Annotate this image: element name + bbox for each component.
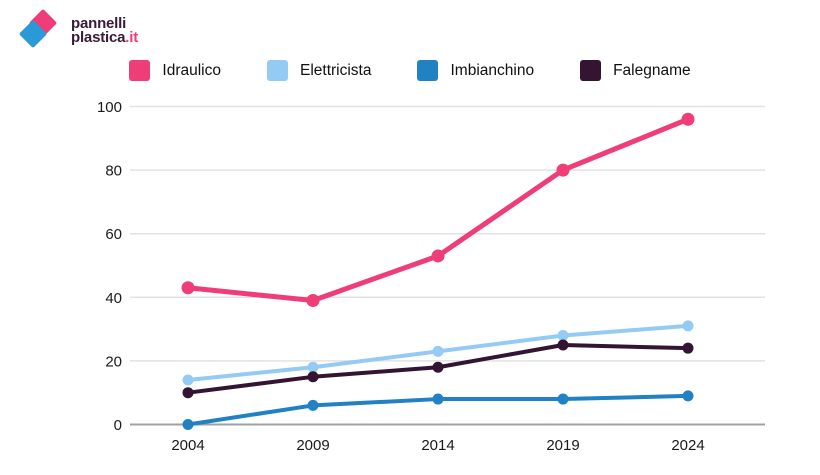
y-tick-label-60: 60: [105, 226, 122, 243]
logo-text: pannelli plastica.it: [71, 14, 138, 46]
legend-item-imbianchino[interactable]: Imbianchino: [417, 60, 534, 81]
data-point-idraulico-2019[interactable]: [556, 163, 570, 177]
data-point-imbianchino-2009[interactable]: [307, 399, 319, 411]
legend-swatch-elettricista: [266, 60, 288, 81]
data-point-imbianchino-2024[interactable]: [682, 390, 694, 402]
x-tick-label-2019: 2019: [546, 437, 579, 454]
chart-legend: Idraulico Elettricista Imbianchino Falegnam…: [0, 60, 820, 81]
x-tick-label-2004: 2004: [171, 437, 204, 454]
data-point-elettricista-2024[interactable]: [682, 320, 694, 332]
y-tick-label-40: 40: [105, 290, 122, 307]
y-tick-label-0: 0: [114, 417, 122, 434]
data-point-imbianchino-2014[interactable]: [432, 393, 444, 405]
chart-canvas: 0 20 40 60 80 100 2004 2009 2014 2019 2024: [97, 99, 765, 454]
site-logo[interactable]: pannelli plastica.it: [18, 8, 138, 54]
y-tick-label-100: 100: [97, 99, 122, 116]
data-point-falegname-2019[interactable]: [557, 339, 569, 351]
legend-swatch-idraulico: [129, 60, 151, 81]
data-point-falegname-2009[interactable]: [307, 371, 319, 383]
data-point-falegname-2024[interactable]: [682, 342, 694, 354]
y-tick-label-20: 20: [105, 353, 122, 370]
legend-label-imbianchino: Imbianchino: [450, 61, 535, 79]
data-point-idraulico-2009[interactable]: [306, 293, 320, 307]
data-point-imbianchino-2019[interactable]: [557, 393, 569, 405]
data-point-idraulico-2024[interactable]: [681, 112, 695, 126]
y-tick-label-80: 80: [105, 163, 122, 180]
logo-word-2: plastica: [71, 29, 126, 46]
legend-item-elettricista[interactable]: Elettricista: [266, 60, 372, 81]
x-tick-label-2024: 2024: [671, 437, 704, 454]
data-point-elettricista-2004[interactable]: [182, 374, 194, 386]
legend-swatch-imbianchino: [417, 60, 439, 81]
x-tick-label-2014: 2014: [421, 437, 454, 454]
data-point-idraulico-2014[interactable]: [431, 249, 445, 263]
series-line-idraulico: [185, 116, 691, 303]
line-chart: 0 20 40 60 80 100 2004 2009 2014 2019 2024: [0, 80, 820, 470]
data-point-falegname-2004[interactable]: [182, 387, 194, 399]
data-point-elettricista-2009[interactable]: [307, 361, 319, 373]
x-tick-label-2009: 2009: [296, 437, 329, 454]
legend-label-falegname: Falegname: [613, 61, 691, 79]
legend-item-idraulico[interactable]: Idraulico: [129, 60, 221, 81]
data-point-imbianchino-2004[interactable]: [182, 419, 194, 430]
data-point-elettricista-2019[interactable]: [557, 329, 569, 341]
logo-mark: [18, 8, 62, 54]
legend-swatch-falegname: [580, 60, 602, 81]
legend-item-falegname[interactable]: Falegname: [580, 60, 691, 81]
legend-label-elettricista: Elettricista: [299, 61, 372, 79]
data-point-elettricista-2014[interactable]: [432, 345, 444, 357]
logo-word-1: pannelli: [71, 14, 127, 32]
legend-label-idraulico: Idraulico: [162, 61, 221, 79]
data-point-falegname-2014[interactable]: [432, 361, 444, 373]
data-point-idraulico-2004[interactable]: [181, 281, 195, 295]
logo-tld: .it: [125, 29, 138, 46]
